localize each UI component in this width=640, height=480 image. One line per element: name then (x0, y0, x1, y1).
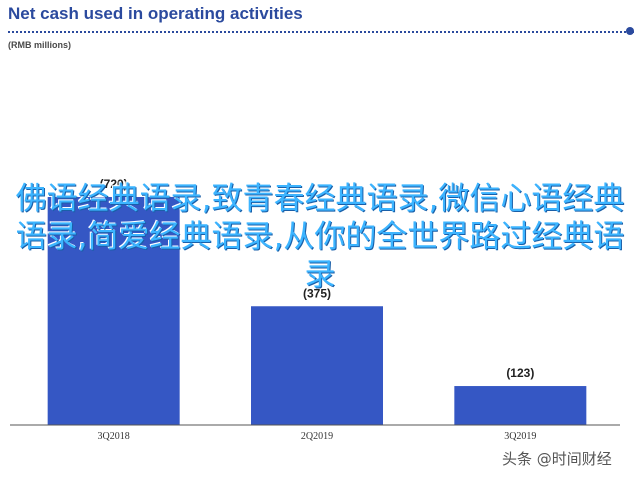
x-tick-label: 3Q2018 (98, 431, 130, 442)
data-label: (375) (303, 286, 331, 300)
chart-title: Net cash used in operating activities (8, 4, 303, 23)
bar (47, 197, 180, 425)
bar (251, 306, 383, 425)
chart-subtitle: (RMB millions) (8, 40, 71, 50)
data-label: (123) (506, 366, 534, 380)
overlay-text: 佛语经典语录,致青春经典语录,微信心语经典语录,简爱经典语录,从你的全世界路过经… (15, 181, 625, 293)
title-divider (8, 31, 634, 33)
data-label: (720) (100, 177, 128, 191)
x-tick-label: 2Q2019 (301, 431, 333, 442)
divider-dot (626, 27, 634, 35)
bar (454, 386, 587, 425)
watermark: 头条 @时间财经 (502, 450, 612, 468)
x-tick-label: 3Q2019 (504, 431, 536, 442)
